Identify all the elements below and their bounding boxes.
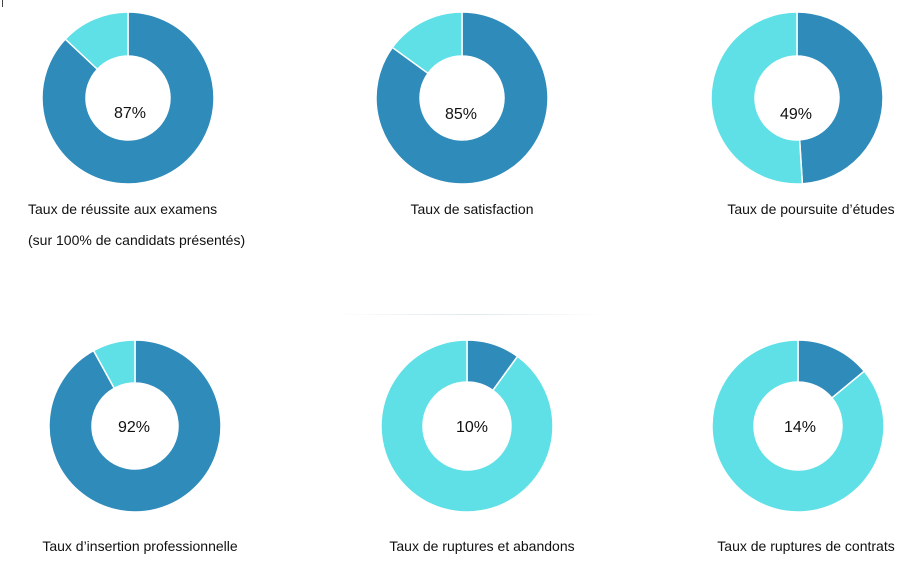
donut-chart-contract-ruptures: 14% xyxy=(711,339,885,513)
donut-slice-remainder xyxy=(64,11,129,71)
donut-center-label: 92% xyxy=(118,419,150,436)
text-cursor-mark xyxy=(2,0,3,7)
chart-caption: Taux de réussite aux examens xyxy=(28,201,218,217)
donut-center-label: 85% xyxy=(445,106,477,123)
donut-chart-satisfaction: 85% xyxy=(375,11,549,185)
donut-chart-professional-insertion: 92% xyxy=(48,339,222,513)
donut-slice-value xyxy=(48,339,222,513)
chart-caption: Taux de satisfaction xyxy=(410,201,534,217)
donut-slice-value xyxy=(41,11,215,185)
donut-slice-remainder xyxy=(710,11,804,185)
donut-chart-ruptures-abandons: 10% xyxy=(380,339,554,513)
donut-chart-exam-success: 87% xyxy=(41,11,215,185)
donut-slice-remainder xyxy=(391,11,463,75)
donut-center-label: 49% xyxy=(780,106,812,123)
donut-slice-remainder xyxy=(380,339,554,513)
chart-caption: Taux d’insertion professionnelle xyxy=(42,538,238,554)
donut-slice-remainder xyxy=(711,339,885,513)
donut-chart-further-studies: 49% xyxy=(710,11,884,185)
donut-slice-value xyxy=(375,11,549,185)
donut-slice-value xyxy=(796,11,884,185)
donut-slice-remainder xyxy=(92,339,136,390)
chart-caption: Taux de ruptures et abandons xyxy=(389,538,575,554)
chart-subcaption: (sur 100% de candidats présentés) xyxy=(28,232,246,248)
donut-center-label: 14% xyxy=(784,419,816,436)
donut-center-label: 87% xyxy=(114,105,146,122)
divider xyxy=(335,314,605,315)
chart-caption: Taux de poursuite d’études xyxy=(727,201,895,217)
donut-center-label: 10% xyxy=(456,419,488,436)
chart-caption: Taux de ruptures de contrats xyxy=(717,538,895,554)
